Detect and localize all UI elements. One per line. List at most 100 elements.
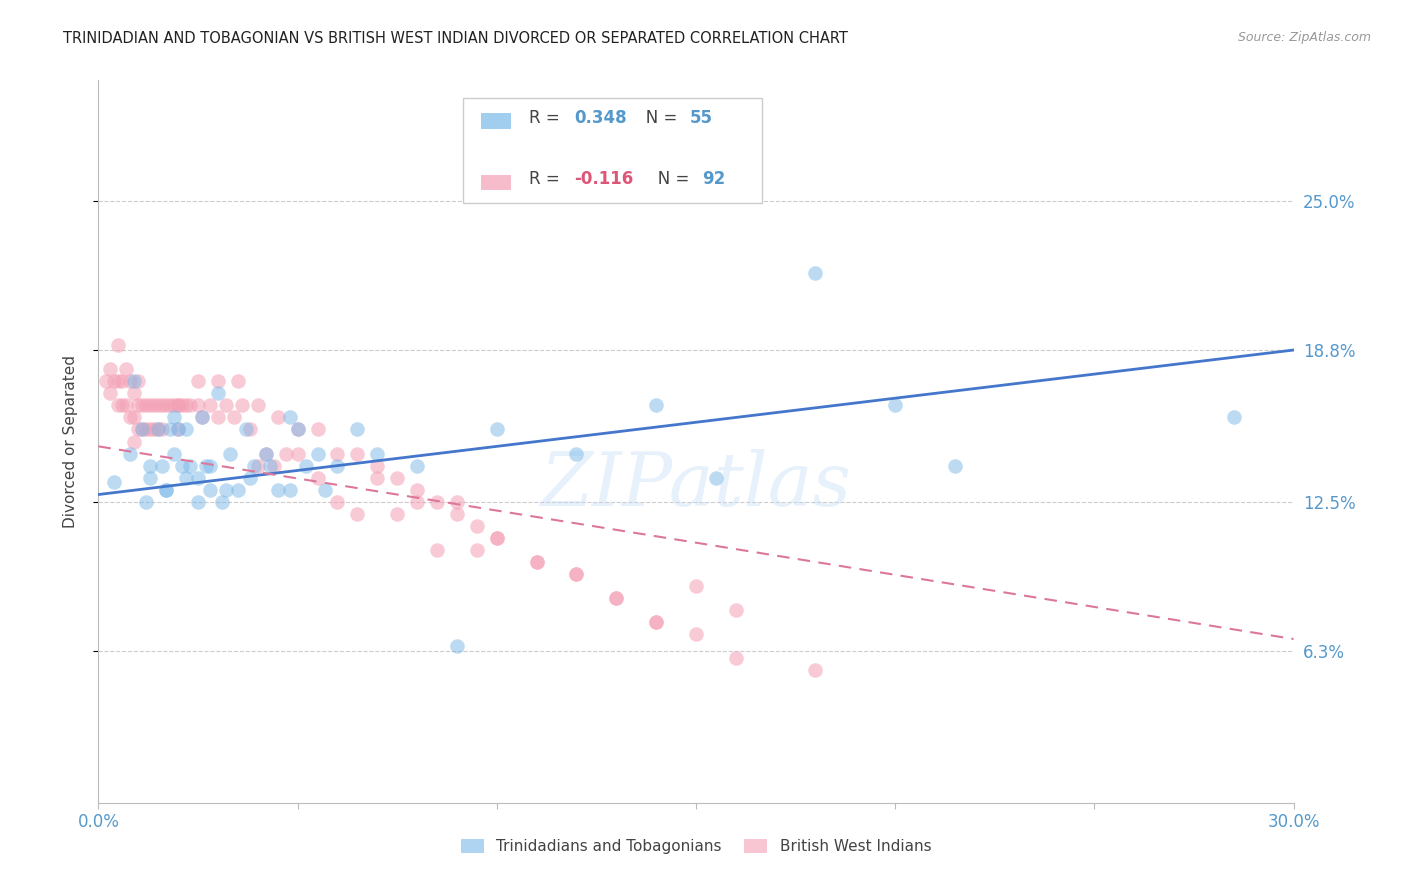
Point [446,639,468,653]
Point [139,458,162,473]
Point [163,410,186,425]
Point [724,603,747,617]
Point [179,458,201,473]
Point [139,422,162,436]
Point [207,386,229,401]
Bar [481,175,510,190]
Point [167,422,190,436]
Point [804,664,827,678]
Point [191,410,214,425]
Point [406,483,429,497]
Point [685,627,707,641]
Point [346,507,368,521]
Point [124,374,146,388]
Point [605,591,627,605]
Point [143,398,166,412]
Text: R =: R = [529,109,565,127]
Point [103,374,125,388]
Point [150,422,173,436]
Point [124,410,146,425]
Legend: Trinidadians and Tobagonians, British West Indians: Trinidadians and Tobagonians, British We… [454,833,938,860]
Point [267,410,290,425]
Point [385,507,409,521]
Point [485,422,508,436]
Point [366,446,388,460]
Point [239,422,262,436]
Point [406,494,429,508]
Point [804,266,827,280]
Point [219,446,242,460]
Point [135,398,157,412]
Point [163,398,186,412]
Point [287,446,309,460]
Point [326,446,349,460]
Point [294,458,316,473]
Point [259,458,281,473]
Point [111,398,134,412]
Point [127,398,149,412]
Text: 55: 55 [690,109,713,127]
Point [326,458,349,473]
Bar [481,113,510,128]
Text: N =: N = [630,109,683,127]
Point [326,494,349,508]
Point [446,507,468,521]
Point [704,470,727,484]
Point [103,475,125,490]
Point [120,374,142,388]
Point [172,458,194,473]
Point [385,470,409,484]
Point [485,531,508,545]
Point [187,470,209,484]
Point [226,483,249,497]
Point [127,374,149,388]
Point [254,446,277,460]
Point [120,446,142,460]
Point [274,446,297,460]
Point [107,374,129,388]
Point [724,651,747,665]
Point [195,458,218,473]
Point [315,483,337,497]
Text: 0.348: 0.348 [574,109,627,127]
Point [148,398,170,412]
Point [187,398,209,412]
Point [246,458,269,473]
Point [98,362,122,376]
Point [565,567,588,582]
Point [167,422,190,436]
Point [163,446,186,460]
Point [139,470,162,484]
Point [143,422,166,436]
Point [526,555,548,569]
Point [526,555,548,569]
Point [167,398,190,412]
Point [366,458,388,473]
Point [98,386,122,401]
Point [150,398,173,412]
Text: ZIPatlas: ZIPatlas [540,449,852,521]
Point [211,494,233,508]
Point [366,470,388,484]
Point [139,398,162,412]
Point [155,398,177,412]
Point [263,458,285,473]
Point [198,483,221,497]
Point [235,422,257,436]
Point [307,422,329,436]
Point [135,494,157,508]
Point [307,470,329,484]
Point [131,422,153,436]
Point [446,494,468,508]
Text: 92: 92 [702,170,725,188]
Point [155,483,177,497]
Point [645,615,668,630]
Point [115,362,138,376]
Point [645,398,668,412]
Point [215,398,238,412]
Point [167,398,190,412]
Point [148,422,170,436]
Point [645,615,668,630]
Point [135,422,157,436]
Point [565,446,588,460]
